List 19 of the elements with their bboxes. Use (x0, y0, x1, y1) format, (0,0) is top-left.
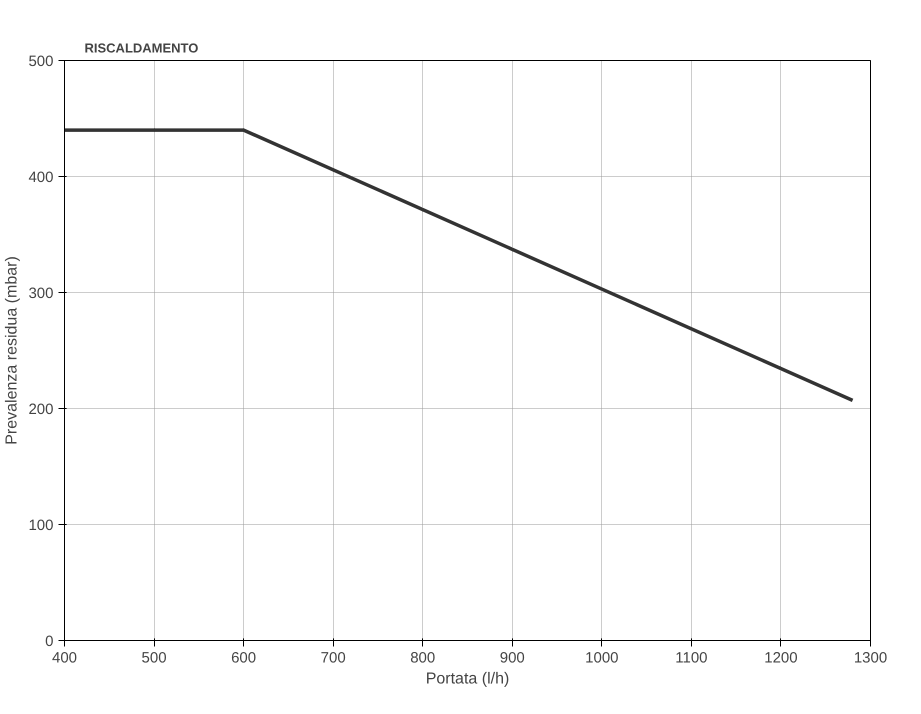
y-tick-label: 300 (28, 285, 54, 302)
x-tick-label: 700 (320, 650, 346, 666)
y-tick-label: 100 (28, 517, 54, 534)
y-tick-label: 400 (28, 169, 54, 186)
chart-title: RISCALDAMENTO (84, 40, 198, 56)
x-tick-label: 1200 (764, 650, 798, 666)
x-tick-label: 800 (410, 650, 436, 666)
x-tick-label: 500 (142, 650, 167, 666)
x-tick-label: 900 (500, 650, 525, 666)
y-tick-label: 0 (45, 633, 54, 650)
y-tick-label: 500 (28, 53, 54, 70)
x-tick-label: 400 (52, 650, 78, 666)
x-tick-label: 600 (231, 650, 256, 666)
y-tick-label: 200 (28, 401, 54, 418)
y-axis-title: Prevalenza residua (mbar) (3, 256, 20, 445)
x-tick-label: 1100 (675, 650, 708, 666)
x-axis-title: Portata (l/h) (426, 670, 510, 688)
x-tick-label: 1000 (585, 650, 619, 666)
x-tick-label: 1300 (854, 650, 888, 666)
